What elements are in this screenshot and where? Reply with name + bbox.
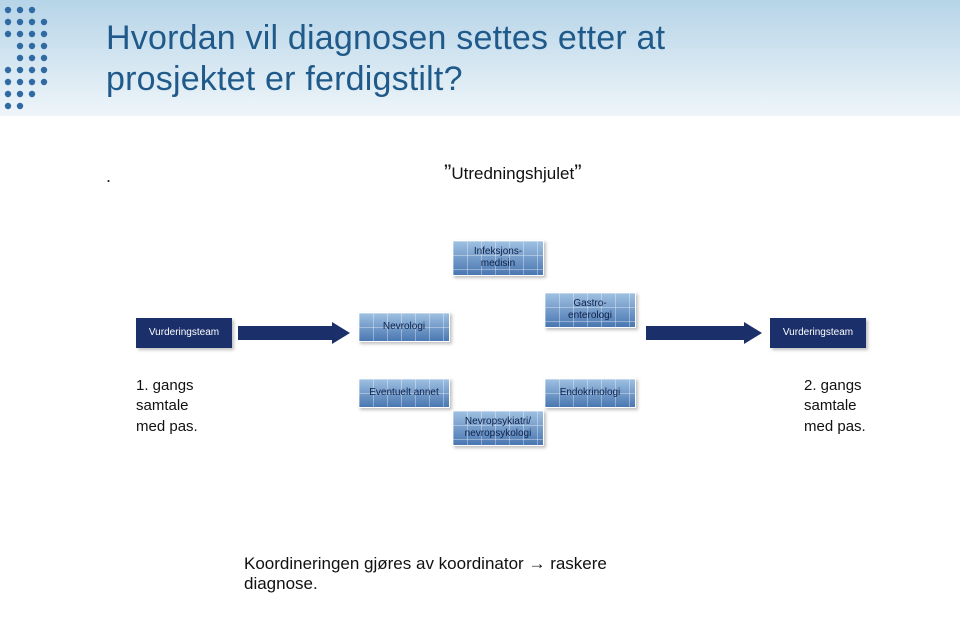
footer-part-3: diagnose. [244, 574, 318, 593]
node-nevropsykiatri: Nevropsykiatri/nevropsykologi [452, 410, 544, 446]
node-label: Vurderingsteam [149, 327, 219, 339]
title-line-1: Hvordan vil diagnosen settes etter at [106, 19, 665, 57]
node-label: Endokrinologi [560, 387, 621, 399]
wheel-label: ”Utredningshjulet” [444, 160, 582, 186]
footer-part-1: Koordineringen gjøres av koordinator [244, 554, 524, 573]
node-label: Infeksjons-medisin [474, 246, 522, 270]
node-eventuelt-annet: Eventuelt annet [358, 378, 450, 408]
node-label: Eventuelt annet [369, 387, 439, 399]
node-endokrinologi: Endokrinologi [544, 378, 636, 408]
slide-header: Hvordan vil diagnosen settes etter at pr… [0, 0, 960, 116]
wheel-text: Utredningshjulet [451, 164, 574, 183]
bullet-dot: . [106, 166, 111, 187]
caption-line: med pas. [136, 418, 198, 435]
node-label: Vurderingsteam [783, 327, 853, 339]
title-line-2: prosjektet er ferdigstilt? [106, 60, 463, 98]
caption-line: med pas. [804, 418, 866, 435]
node-label: Nevrologi [383, 321, 425, 333]
footer-part-2: raskere [550, 554, 607, 573]
node-gastroenterologi: Gastro-enterologi [544, 292, 636, 328]
node-infeksjonsmedisin: Infeksjons-medisin [452, 240, 544, 276]
caption-line: 1. gangs [136, 377, 194, 394]
diagram-stage: . ”Utredningshjulet” Vurderingsteam Nevr… [0, 116, 960, 622]
node-vurderingsteam-right: Vurderingsteam [770, 318, 866, 348]
slide-title: Hvordan vil diagnosen settes etter at pr… [106, 18, 960, 101]
caption-line: samtale [136, 397, 189, 414]
node-vurderingsteam-left: Vurderingsteam [136, 318, 232, 348]
node-label: Gastro-enterologi [568, 298, 612, 322]
caption-line: samtale [804, 397, 857, 414]
arrow-right-icon: → [528, 554, 545, 573]
caption-line: 2. gangs [804, 377, 862, 394]
caption-left: 1. gangs samtale med pas. [136, 376, 198, 437]
arrow-left [238, 322, 350, 344]
arrow-right [646, 322, 762, 344]
decorative-dots [0, 0, 58, 116]
node-nevrologi: Nevrologi [358, 312, 450, 342]
wheel-quote-close: ” [574, 160, 581, 185]
caption-right: 2. gangs samtale med pas. [804, 376, 866, 437]
node-label: Nevropsykiatri/nevropsykologi [465, 416, 532, 440]
footer-text: Koordineringen gjøres av koordinator → r… [244, 554, 607, 594]
